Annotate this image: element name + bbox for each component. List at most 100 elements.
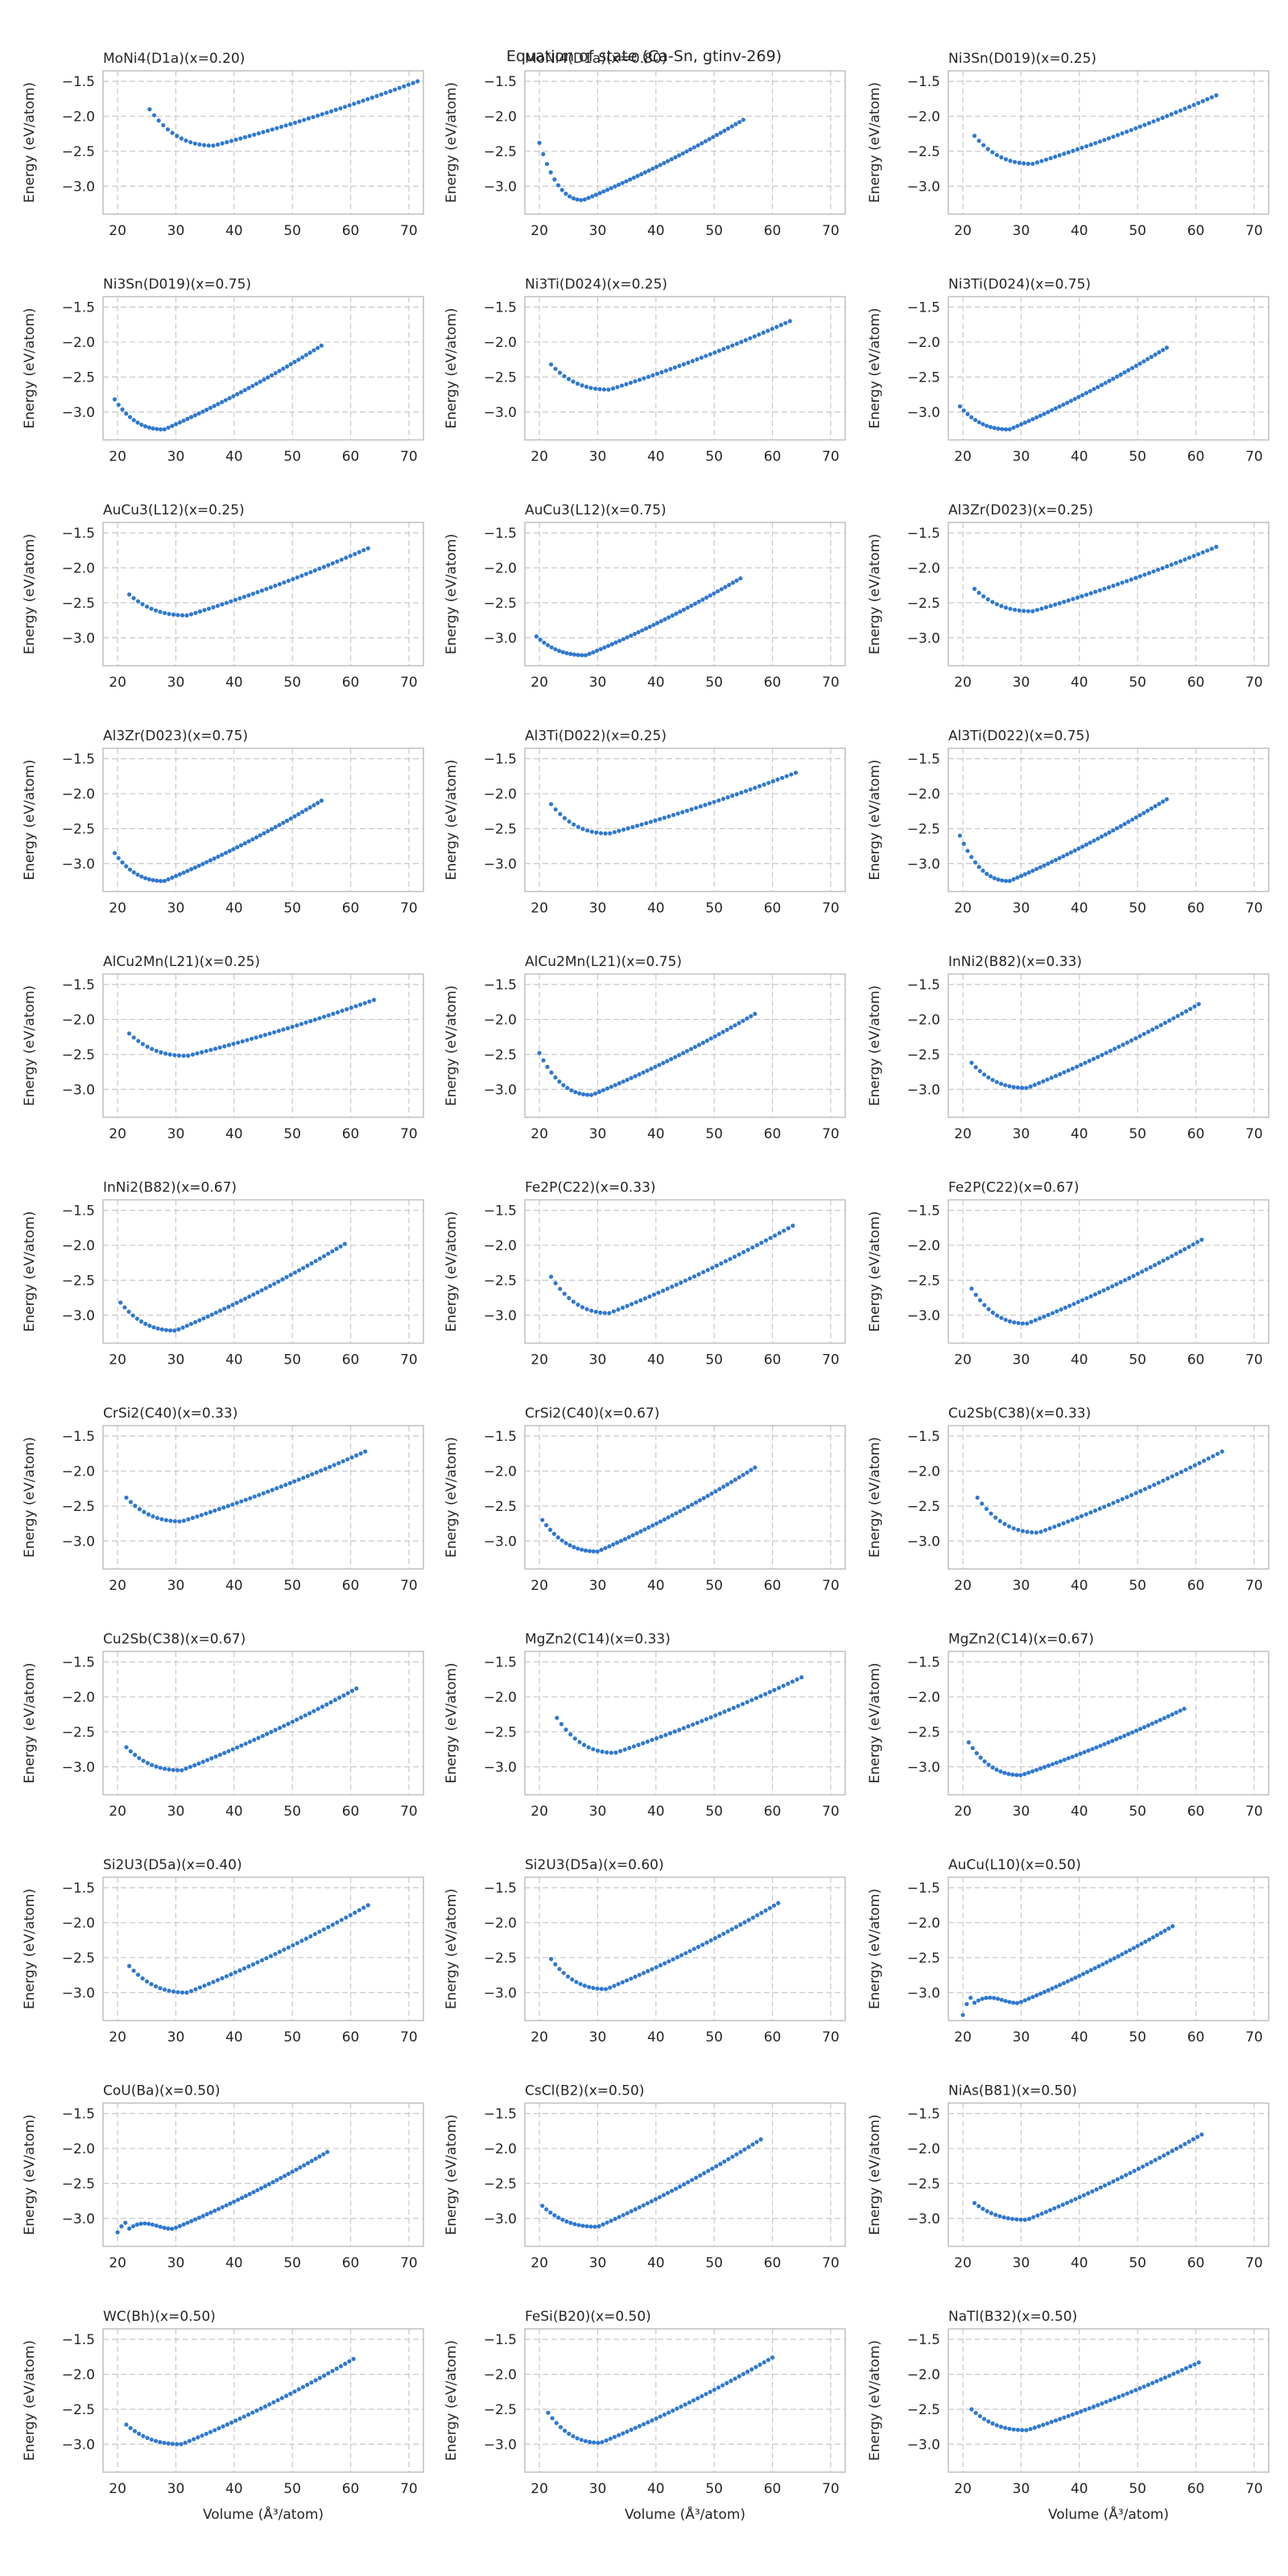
x-tick-label: 30	[589, 2256, 607, 2272]
data-point	[1139, 1942, 1144, 1946]
data-point	[235, 392, 240, 397]
y-tick-label: −1.5	[484, 74, 517, 90]
x-tick-label: 70	[822, 1352, 840, 1368]
data-point	[733, 1925, 739, 1930]
data-point	[1147, 1484, 1152, 1489]
data-point	[969, 2407, 974, 2412]
data-point	[708, 1715, 713, 1719]
x-tick-label: 20	[530, 901, 548, 917]
data-point	[634, 1531, 639, 1536]
data-point	[155, 427, 159, 431]
data-point	[338, 2363, 344, 2368]
axes-frame	[947, 1876, 1269, 2021]
data-point	[1022, 420, 1027, 425]
data-point	[973, 1065, 978, 1070]
data-point	[1155, 118, 1161, 122]
x-tick-label: 20	[954, 1578, 972, 1594]
data-point	[258, 2186, 264, 2190]
data-point	[345, 1457, 350, 1462]
data-point	[349, 1688, 355, 1694]
data-point	[1018, 422, 1024, 427]
data-point	[729, 2379, 733, 2384]
plot-area	[525, 2103, 845, 2247]
data-point	[1070, 1066, 1075, 1071]
data-point	[561, 1971, 566, 1975]
data-point	[275, 2178, 279, 2182]
data-point	[284, 818, 290, 824]
data-point	[984, 1506, 989, 1512]
data-point	[250, 591, 255, 597]
axes-frame	[102, 1876, 424, 2021]
data-point	[1048, 2207, 1053, 2213]
data-point	[221, 1505, 226, 1510]
data-point	[572, 822, 576, 827]
data-point	[247, 1294, 252, 1299]
x-tick-label: 20	[530, 2481, 548, 2497]
data-point	[1022, 2217, 1027, 2223]
data-point	[622, 1747, 627, 1752]
data-point	[1125, 1495, 1129, 1500]
data-point	[254, 835, 259, 840]
data-point	[204, 2431, 208, 2436]
data-point	[365, 1903, 370, 1908]
data-point	[1192, 1463, 1197, 1468]
data-point	[634, 824, 640, 828]
data-point	[658, 816, 663, 822]
data-point	[681, 361, 686, 367]
data-point	[776, 1686, 782, 1690]
data-point	[299, 573, 304, 578]
x-tick-label: 40	[225, 1352, 243, 1368]
data-point	[658, 163, 663, 167]
data-point	[1129, 365, 1135, 370]
data-point	[1165, 114, 1170, 118]
data-point	[1057, 404, 1062, 409]
data-point	[748, 787, 753, 792]
data-point	[208, 1047, 213, 1052]
data-point	[347, 103, 352, 108]
data-point	[758, 2137, 763, 2142]
data-point	[729, 124, 734, 129]
data-point	[1024, 2428, 1029, 2433]
data-point	[609, 186, 613, 191]
data-point	[142, 2221, 147, 2226]
data-point	[612, 2434, 617, 2439]
data-point	[195, 1051, 200, 1056]
data-point	[587, 1549, 592, 1554]
data-point	[605, 1750, 609, 1755]
data-point	[348, 1913, 353, 1918]
y-tick-label: −2.0	[907, 109, 940, 125]
data-point	[648, 819, 653, 824]
data-point	[153, 608, 159, 613]
data-point	[1214, 544, 1219, 549]
data-point	[1183, 1009, 1189, 1013]
data-point	[567, 2431, 572, 2436]
data-point	[560, 650, 565, 654]
data-point	[266, 375, 270, 380]
data-point	[669, 1057, 674, 1062]
data-point	[328, 109, 334, 114]
plot-area	[103, 2329, 423, 2472]
panel-title: Cu2Sb(C38)(x=0.33)	[948, 1406, 1091, 1422]
data-point	[324, 110, 329, 115]
data-point	[1141, 811, 1146, 815]
data-point	[141, 2434, 146, 2438]
data-point	[1088, 591, 1093, 596]
data-point	[230, 1502, 235, 1507]
data-point	[553, 1075, 558, 1080]
data-point	[184, 613, 189, 618]
data-point	[1161, 1258, 1166, 1263]
data-point	[667, 814, 671, 819]
data-point	[339, 557, 344, 562]
data-point	[700, 597, 705, 602]
data-point	[132, 2429, 137, 2434]
data-point	[281, 820, 286, 825]
panel-title: AlCu2Mn(L21)(x=0.25)	[103, 954, 260, 970]
data-point	[985, 597, 990, 602]
data-point	[288, 2391, 293, 2396]
data-point	[632, 631, 638, 637]
data-point	[283, 2393, 289, 2398]
x-tick-label: 60	[764, 901, 782, 917]
y-axis-label: Energy (eV/atom)	[867, 2114, 883, 2235]
data-point	[1057, 601, 1062, 605]
